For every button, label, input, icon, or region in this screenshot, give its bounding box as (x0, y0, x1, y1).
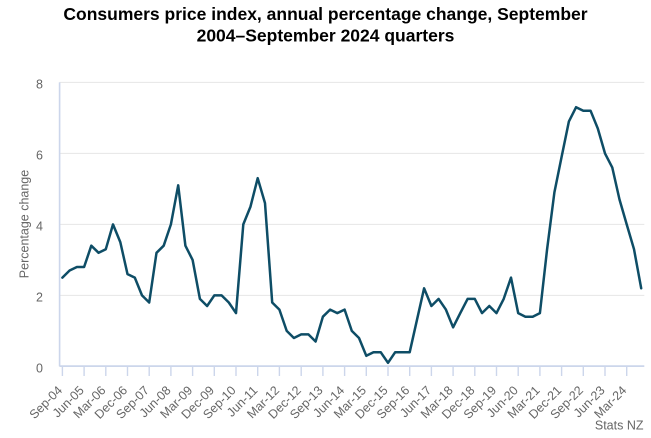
svg-text:0: 0 (36, 362, 43, 376)
svg-text:4: 4 (36, 220, 43, 234)
svg-text:6: 6 (36, 149, 43, 163)
svg-text:Percentage change: Percentage change (18, 170, 32, 278)
svg-text:Consumers price index, annual: Consumers price index, annual percentage… (63, 4, 587, 24)
svg-text:8: 8 (36, 78, 43, 92)
svg-text:2: 2 (36, 291, 43, 305)
svg-text:2004–September 2024 quarters: 2004–September 2024 quarters (197, 26, 455, 46)
svg-text:Stats NZ: Stats NZ (595, 418, 644, 432)
